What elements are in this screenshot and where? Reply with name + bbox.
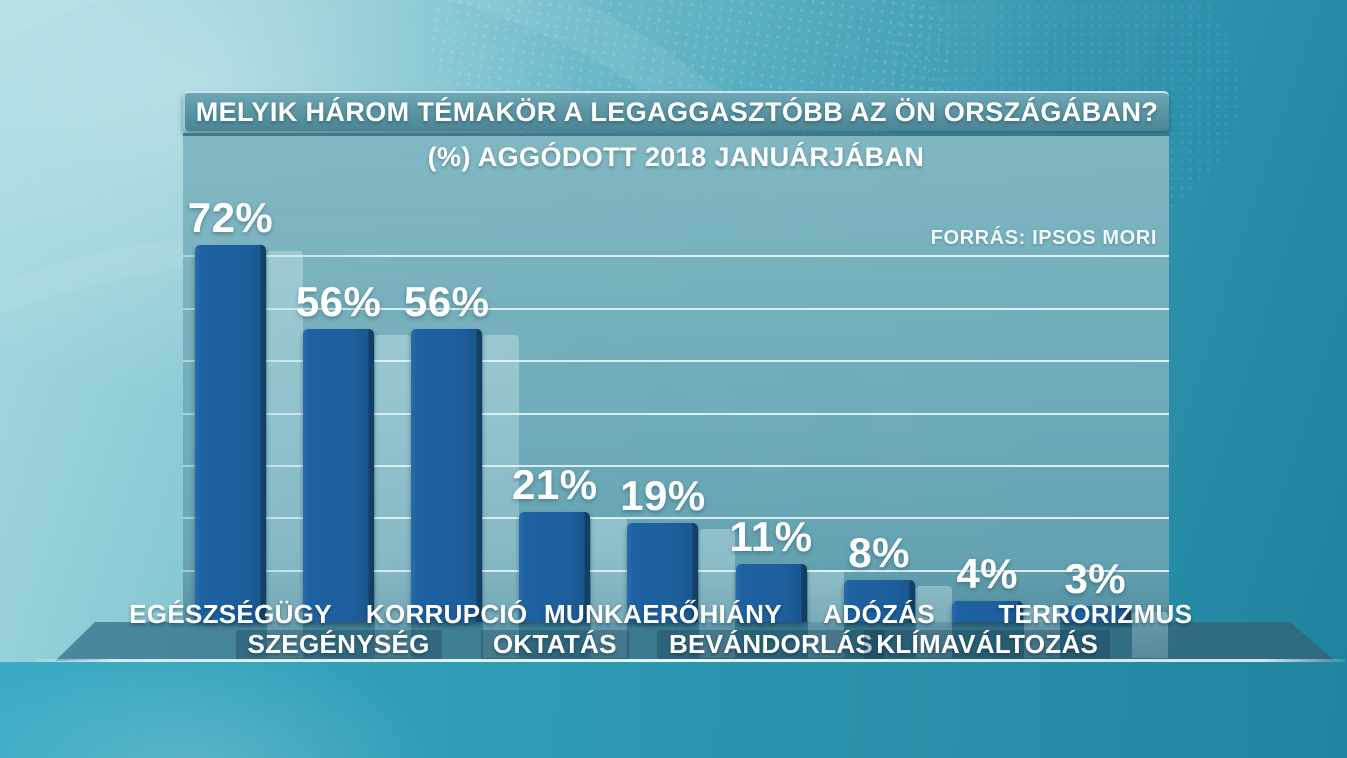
gridline-60pct [183,307,1169,310]
bar-reflection-oktatas [591,518,628,658]
bar-reflection-korrupcio [483,334,520,658]
value-label-bevandorlas: 11% [729,513,813,561]
value-label-terrorizmus: 3% [1064,555,1127,603]
value-label-munkaerohiany: 19% [620,471,706,519]
gridline-40pct [183,412,1169,415]
gridline-50pct [183,360,1169,363]
lower-background [0,662,1347,758]
bar-oktatas [519,512,591,622]
value-label-oktatas: 21% [512,461,598,509]
chart-subtitle: (%) AGGÓDOTT 2018 JANUÁRJÁBAN [427,142,925,172]
bar-reflection-klimavaltozas [1023,607,1060,658]
bar-reflection-szegenyseg [375,334,412,658]
gridline-20pct [183,517,1169,520]
bar-reflection-munkaerohiany [699,528,736,658]
value-label-korrupcio: 56% [403,277,490,325]
source-label: FORRÁS: IPSOS MORI [930,227,1157,249]
gridline-70pct [183,255,1169,258]
bar-terrorizmus [1059,606,1131,622]
category-label-egeszsegugy: EGÉSZSÉGÜGY [129,599,332,629]
category-label-bevandorlas: BEVÁNDORLÁS [656,630,886,659]
bar-reflection-egeszsegugy [267,251,303,658]
bar-egeszsegugy [195,245,266,622]
category-label-adozas: ADÓZÁS [823,599,935,629]
category-label-munkaerohiany: MUNKAERŐHIÁNY [543,599,782,629]
title-bar: MELYIK HÁROM TÉMAKÖR A LEGAGGASZTÓBB AZ … [183,91,1169,131]
value-label-szegenyseg: 56% [295,277,382,325]
bar-munkaerohiany [627,522,699,622]
floor-highlight-line [35,659,1345,662]
bar-klimavaltozas [951,601,1023,622]
bar-reflection-bevandorlas [807,570,844,658]
value-label-egeszsegugy: 72% [187,194,274,241]
chart-title: MELYIK HÁROM TÉMAKÖR A LEGAGGASZTÓBB AZ … [195,96,1159,127]
category-label-korrupcio: KORRUPCIÓ [365,599,528,629]
category-label-szegenyseg: SZEGÉNYSÉG [235,630,442,659]
bar-adozas [843,580,915,622]
bar-korrupcio [411,328,483,622]
category-label-oktatas: OKTATÁS [480,630,629,659]
category-label-klimavaltozas: KLÍMAVÁLTOZÁS [864,630,1111,659]
bar-bevandorlas [735,564,807,622]
value-label-adozas: 8% [848,529,910,577]
gridline-30pct [183,464,1169,467]
value-label-klimavaltozas: 4% [956,550,1019,598]
bar-reflection-adozas [915,586,952,658]
floor-band [55,622,1335,661]
bar-reflection-terrorizmus [1131,612,1168,658]
bar-szegenyseg [303,328,375,622]
category-label-terrorizmus: TERRORIZMUS [998,599,1193,629]
